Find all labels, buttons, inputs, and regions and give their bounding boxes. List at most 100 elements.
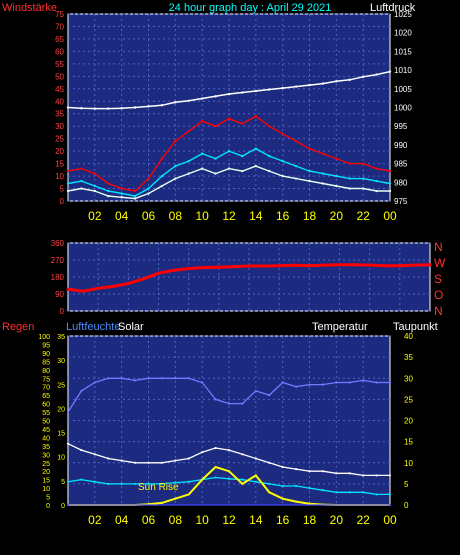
wind-y-tick-label: 75: [55, 10, 64, 19]
wind-y-tick-label: 60: [55, 47, 64, 56]
climate-series-point-1: [281, 465, 284, 469]
climate-series-point-1: [174, 459, 177, 462]
wind-series-point-1: [254, 115, 258, 118]
temperature-y-tick-label: 5: [404, 480, 409, 489]
rain-y-tick-label: 5: [46, 495, 50, 502]
wind-series-point-1: [227, 117, 231, 120]
climate-series-point-0: [66, 410, 70, 414]
temperature-y-tick-label: 0: [404, 501, 409, 510]
wind-y-tick-label: 65: [55, 35, 64, 44]
wind-series-point-3: [254, 164, 258, 168]
wind-series-point-2: [321, 172, 325, 175]
climate-series-point-1: [348, 472, 351, 475]
wind-axis-title: Windstärke: [2, 2, 57, 14]
wind-panel: [67, 13, 391, 202]
wind-series-point-1: [294, 139, 298, 143]
temperature-y-tick-label: 35: [404, 353, 413, 362]
wind-y-tick-label: 45: [55, 85, 64, 94]
wind-series-point-1: [200, 120, 204, 123]
wind-series-point-1: [348, 162, 351, 165]
wind-y-tick-label: 50: [55, 72, 64, 81]
direction-series-point-0: [353, 263, 357, 267]
climate-series-point-1: [254, 457, 257, 460]
pressure-axis-title: Luftdruck: [370, 2, 416, 14]
climate-series-point-0: [227, 402, 231, 405]
rain-y-tick-label: 25: [42, 461, 50, 468]
temperature-y-tick-label: 20: [404, 417, 413, 426]
direction-series-point-0: [202, 266, 206, 270]
wind-x-tick-label: 20: [330, 209, 344, 223]
wind-series-point-3: [93, 189, 97, 193]
wind-series-point-3: [174, 177, 177, 180]
wind-series-point-1: [80, 167, 83, 170]
direction-series-point-0: [307, 264, 311, 268]
climate-series-point-2: [348, 491, 351, 494]
wind-series-point-2: [361, 177, 365, 180]
wind-series-point-2: [281, 159, 284, 163]
climate-series-point-0: [214, 398, 217, 401]
direction-series-point-0: [277, 264, 281, 268]
wind-series-point-0: [281, 86, 284, 90]
wind-series-point-2: [294, 164, 298, 168]
wind-series-point-0: [388, 70, 392, 73]
climate-series-group: [66, 377, 392, 507]
climate-series-point-1: [93, 453, 96, 456]
direction-series-point-0: [141, 277, 145, 281]
wind-series-point-3: [375, 189, 378, 193]
wind-series-point-2: [375, 179, 378, 183]
wind-series-point-1: [93, 172, 97, 175]
wind-series-group: [66, 70, 392, 200]
direction-series-point-0: [232, 265, 236, 269]
pressure-y-tick-label: 980: [394, 178, 408, 187]
climate-series-point-0: [241, 402, 244, 405]
wind-series-point-0: [80, 107, 83, 110]
wind-series-point-0: [133, 106, 137, 109]
wind-series-point-1: [308, 147, 311, 150]
climate-series-point-2: [214, 476, 217, 479]
rain-y-tick-label: 65: [42, 393, 50, 400]
wind-series-point-0: [227, 92, 231, 96]
solar-axis-title: Solar: [118, 321, 144, 333]
climate-series-point-1: [227, 448, 231, 452]
direction-label-n-top: N: [434, 240, 443, 254]
wind-series-point-3: [200, 167, 204, 170]
climate-series-point-1: [214, 446, 217, 450]
wind-series-point-1: [174, 139, 177, 143]
wind-y-tick-label: 70: [55, 22, 64, 31]
wind-series-point-1: [321, 152, 325, 155]
wind-series-point-0: [241, 91, 244, 94]
climate-series-point-0: [362, 379, 365, 382]
wind-series-point-2: [388, 182, 392, 185]
wind-series-point-0: [93, 107, 97, 110]
wind-y-tick-label: 40: [55, 97, 64, 106]
wind-x-tick-label: 06: [142, 209, 156, 223]
climate-series-point-1: [187, 457, 190, 460]
climate-series-point-2: [187, 480, 190, 483]
direction-y-tick-label: 270: [51, 256, 65, 265]
wind-series-point-3: [227, 167, 231, 170]
wind-series-point-3: [308, 179, 311, 183]
wind-series-point-2: [214, 157, 217, 160]
wind-series-point-2: [66, 182, 70, 185]
wind-series-point-0: [214, 95, 217, 98]
rain-axis-title: Regen: [2, 321, 34, 333]
rain-y-tick-label: 95: [42, 342, 50, 349]
wind-series-point-2: [107, 189, 110, 193]
direction-series-point-0: [338, 263, 341, 267]
wind-series-point-3: [107, 194, 110, 198]
climate-x-tick-label: 00: [383, 513, 397, 527]
wind-x-tick-label: 14: [249, 209, 263, 223]
humidity-y-tick-label: 0: [61, 503, 65, 510]
wind-series-point-1: [147, 177, 150, 180]
climate-series-point-2: [375, 493, 378, 496]
climate-series-point-3: [187, 493, 190, 496]
climate-series-point-2: [80, 478, 83, 481]
wind-grid: [68, 13, 390, 202]
wind-x-tick-label: 22: [356, 209, 370, 223]
wind-series-point-2: [335, 174, 338, 178]
climate-series-point-3: [241, 482, 244, 485]
rain-y-tick-label: 75: [42, 376, 50, 383]
direction-label-o: O: [434, 288, 443, 302]
climate-series-point-2: [227, 477, 231, 480]
